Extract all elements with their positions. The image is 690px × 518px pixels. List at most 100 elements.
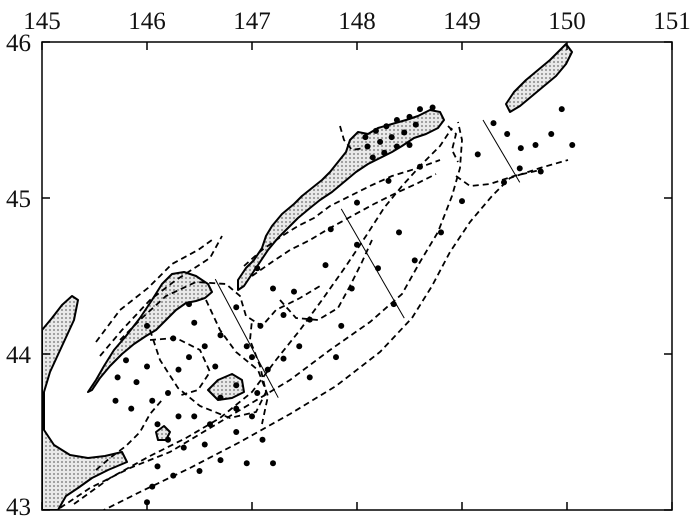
station-point xyxy=(243,460,250,467)
station-point xyxy=(243,343,250,350)
station-point xyxy=(381,149,388,156)
station-point xyxy=(388,134,395,141)
section-line xyxy=(214,278,279,398)
station-point xyxy=(270,460,276,467)
station-point xyxy=(180,444,187,451)
station-point xyxy=(377,138,384,145)
station-point xyxy=(322,262,329,269)
station-point xyxy=(196,468,203,474)
station-point xyxy=(548,131,555,138)
station-point xyxy=(186,301,192,308)
lon-tick-label: 151 xyxy=(653,8,690,35)
station-point xyxy=(249,413,255,420)
station-point xyxy=(501,179,507,186)
station-point xyxy=(133,379,140,386)
station-point xyxy=(537,168,544,175)
isobaths xyxy=(59,121,569,510)
isobath-line xyxy=(339,125,365,151)
lon-tick-label: 148 xyxy=(338,8,376,35)
station-point xyxy=(149,397,156,404)
station-point xyxy=(306,316,313,323)
station-point xyxy=(375,265,381,272)
station-point xyxy=(217,332,224,339)
station-point xyxy=(390,301,397,308)
lon-tick-label: 149 xyxy=(443,8,481,35)
station-point xyxy=(383,123,390,130)
station-points xyxy=(112,104,576,506)
station-point xyxy=(212,363,219,370)
station-point xyxy=(233,382,240,389)
station-point xyxy=(354,241,360,248)
station-point xyxy=(396,229,402,236)
station-point xyxy=(412,121,419,128)
station-point xyxy=(201,343,208,350)
station-point xyxy=(517,145,524,152)
station-point xyxy=(385,177,392,184)
station-point xyxy=(348,285,355,292)
station-point xyxy=(144,363,150,370)
station-point xyxy=(165,390,171,396)
station-point xyxy=(207,421,213,428)
station-point xyxy=(532,141,539,148)
station-point xyxy=(217,394,224,401)
station-point xyxy=(170,472,177,479)
station-point xyxy=(429,104,436,111)
isobath-line xyxy=(251,173,437,277)
islet-2 xyxy=(155,425,171,441)
lat-tick-label: 44 xyxy=(6,342,32,369)
station-point xyxy=(569,141,576,148)
hokkaido-land xyxy=(42,295,128,510)
station-point xyxy=(233,304,240,311)
station-point xyxy=(516,165,523,172)
lon-tick-label: 145 xyxy=(23,8,61,35)
station-point xyxy=(393,117,400,123)
station-point xyxy=(128,405,135,412)
station-point xyxy=(306,374,313,381)
station-point xyxy=(280,355,287,362)
station-point xyxy=(438,229,444,236)
station-point xyxy=(170,335,177,342)
station-point xyxy=(175,366,182,373)
lat-tick-labels: 46 45 44 43 xyxy=(6,30,32,518)
station-point xyxy=(201,441,208,448)
lon-tick-labels: 145 146 147 148 149 150 151 xyxy=(23,8,690,35)
isobath-line xyxy=(205,299,269,425)
station-point xyxy=(257,322,264,329)
station-point xyxy=(364,143,371,150)
iturup-land xyxy=(237,109,445,291)
station-point xyxy=(154,421,161,428)
station-point xyxy=(280,312,287,318)
lat-tick-label: 43 xyxy=(6,494,31,518)
isobath-line xyxy=(95,239,213,343)
isobath-line xyxy=(119,281,321,341)
station-point xyxy=(254,390,261,396)
station-point xyxy=(459,198,465,205)
station-point xyxy=(144,322,150,329)
station-point xyxy=(233,405,240,412)
isobath-line xyxy=(101,159,569,510)
station-point xyxy=(327,226,334,233)
isobath-line xyxy=(243,159,441,267)
station-point xyxy=(372,127,379,134)
station-point xyxy=(362,134,369,141)
station-point xyxy=(411,257,418,264)
station-point xyxy=(474,151,481,158)
station-point xyxy=(233,429,240,435)
section-line xyxy=(340,208,405,319)
lon-tick-label: 150 xyxy=(548,8,586,35)
station-point xyxy=(259,436,266,443)
station-point xyxy=(354,199,360,206)
station-point xyxy=(249,354,255,361)
station-point xyxy=(401,129,408,136)
station-point xyxy=(406,113,413,120)
station-point xyxy=(270,285,276,292)
isobath-line xyxy=(59,121,463,509)
lon-tick-label: 146 xyxy=(128,8,166,35)
section-lines xyxy=(214,119,521,398)
station-point xyxy=(417,163,423,170)
station-point xyxy=(333,354,339,361)
station-point xyxy=(417,106,423,113)
station-point xyxy=(191,319,198,326)
station-point xyxy=(175,413,182,420)
